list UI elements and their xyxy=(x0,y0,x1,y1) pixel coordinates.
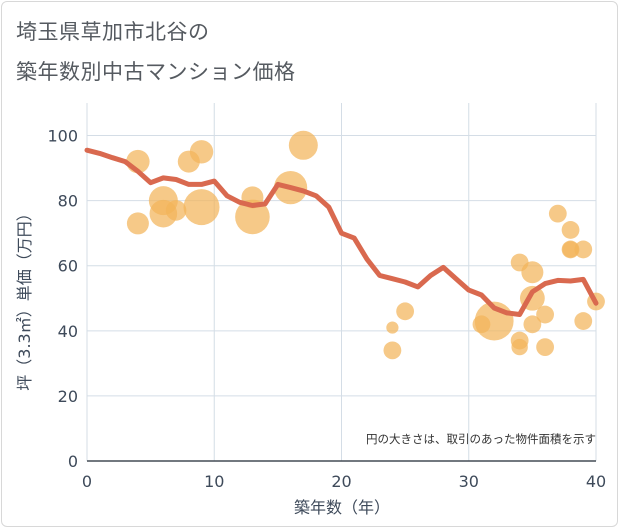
trend-line xyxy=(84,147,599,317)
data-bubble xyxy=(562,241,579,258)
data-bubble xyxy=(523,315,542,334)
data-bubble xyxy=(383,341,402,360)
data-bubble xyxy=(165,200,187,221)
x-tick-label: 20 xyxy=(331,472,351,491)
data-bubble xyxy=(536,305,554,324)
y-tick-label: 40 xyxy=(58,322,78,341)
data-bubble xyxy=(183,189,220,226)
data-bubble xyxy=(126,212,149,235)
y-tick-label: 80 xyxy=(58,192,78,211)
x-tick-label: 0 xyxy=(82,472,92,491)
chart-title-line2: 築年数別中古マンション価格 xyxy=(16,60,296,84)
data-bubble xyxy=(536,338,554,356)
x-tick-label: 30 xyxy=(459,472,479,491)
y-axis-label: 坪（3.3㎡）単価（万円） xyxy=(15,205,34,390)
data-bubble xyxy=(574,240,593,259)
data-bubble xyxy=(189,140,214,164)
data-bubble xyxy=(548,204,567,223)
x-axis-label: 築年数（年） xyxy=(294,498,390,517)
y-tick-label: 20 xyxy=(58,387,78,406)
x-tick-label: 40 xyxy=(586,472,606,491)
y-tick-label: 60 xyxy=(58,257,78,276)
data-bubble xyxy=(511,338,528,356)
data-bubble xyxy=(574,312,593,330)
bubble-series xyxy=(126,130,605,360)
data-bubble xyxy=(521,261,544,284)
data-bubble xyxy=(386,321,399,334)
chart-note: 円の大きさは、取引のあった物件面積を示す xyxy=(366,432,596,446)
x-tick-labels: 0 10 20 30 40 xyxy=(82,472,606,491)
y-tick-labels: 0 20 40 60 80 100 xyxy=(47,127,78,471)
data-bubble xyxy=(561,221,580,239)
chart-title-line1: 埼玉県草加市北谷の xyxy=(16,20,210,44)
grid-lines xyxy=(86,103,597,461)
x-tick-label: 10 xyxy=(204,472,224,491)
data-bubble xyxy=(396,302,415,321)
y-tick-label: 0 xyxy=(68,452,78,471)
y-tick-label: 100 xyxy=(47,127,78,146)
data-bubble xyxy=(288,130,318,160)
data-bubble xyxy=(235,199,270,235)
